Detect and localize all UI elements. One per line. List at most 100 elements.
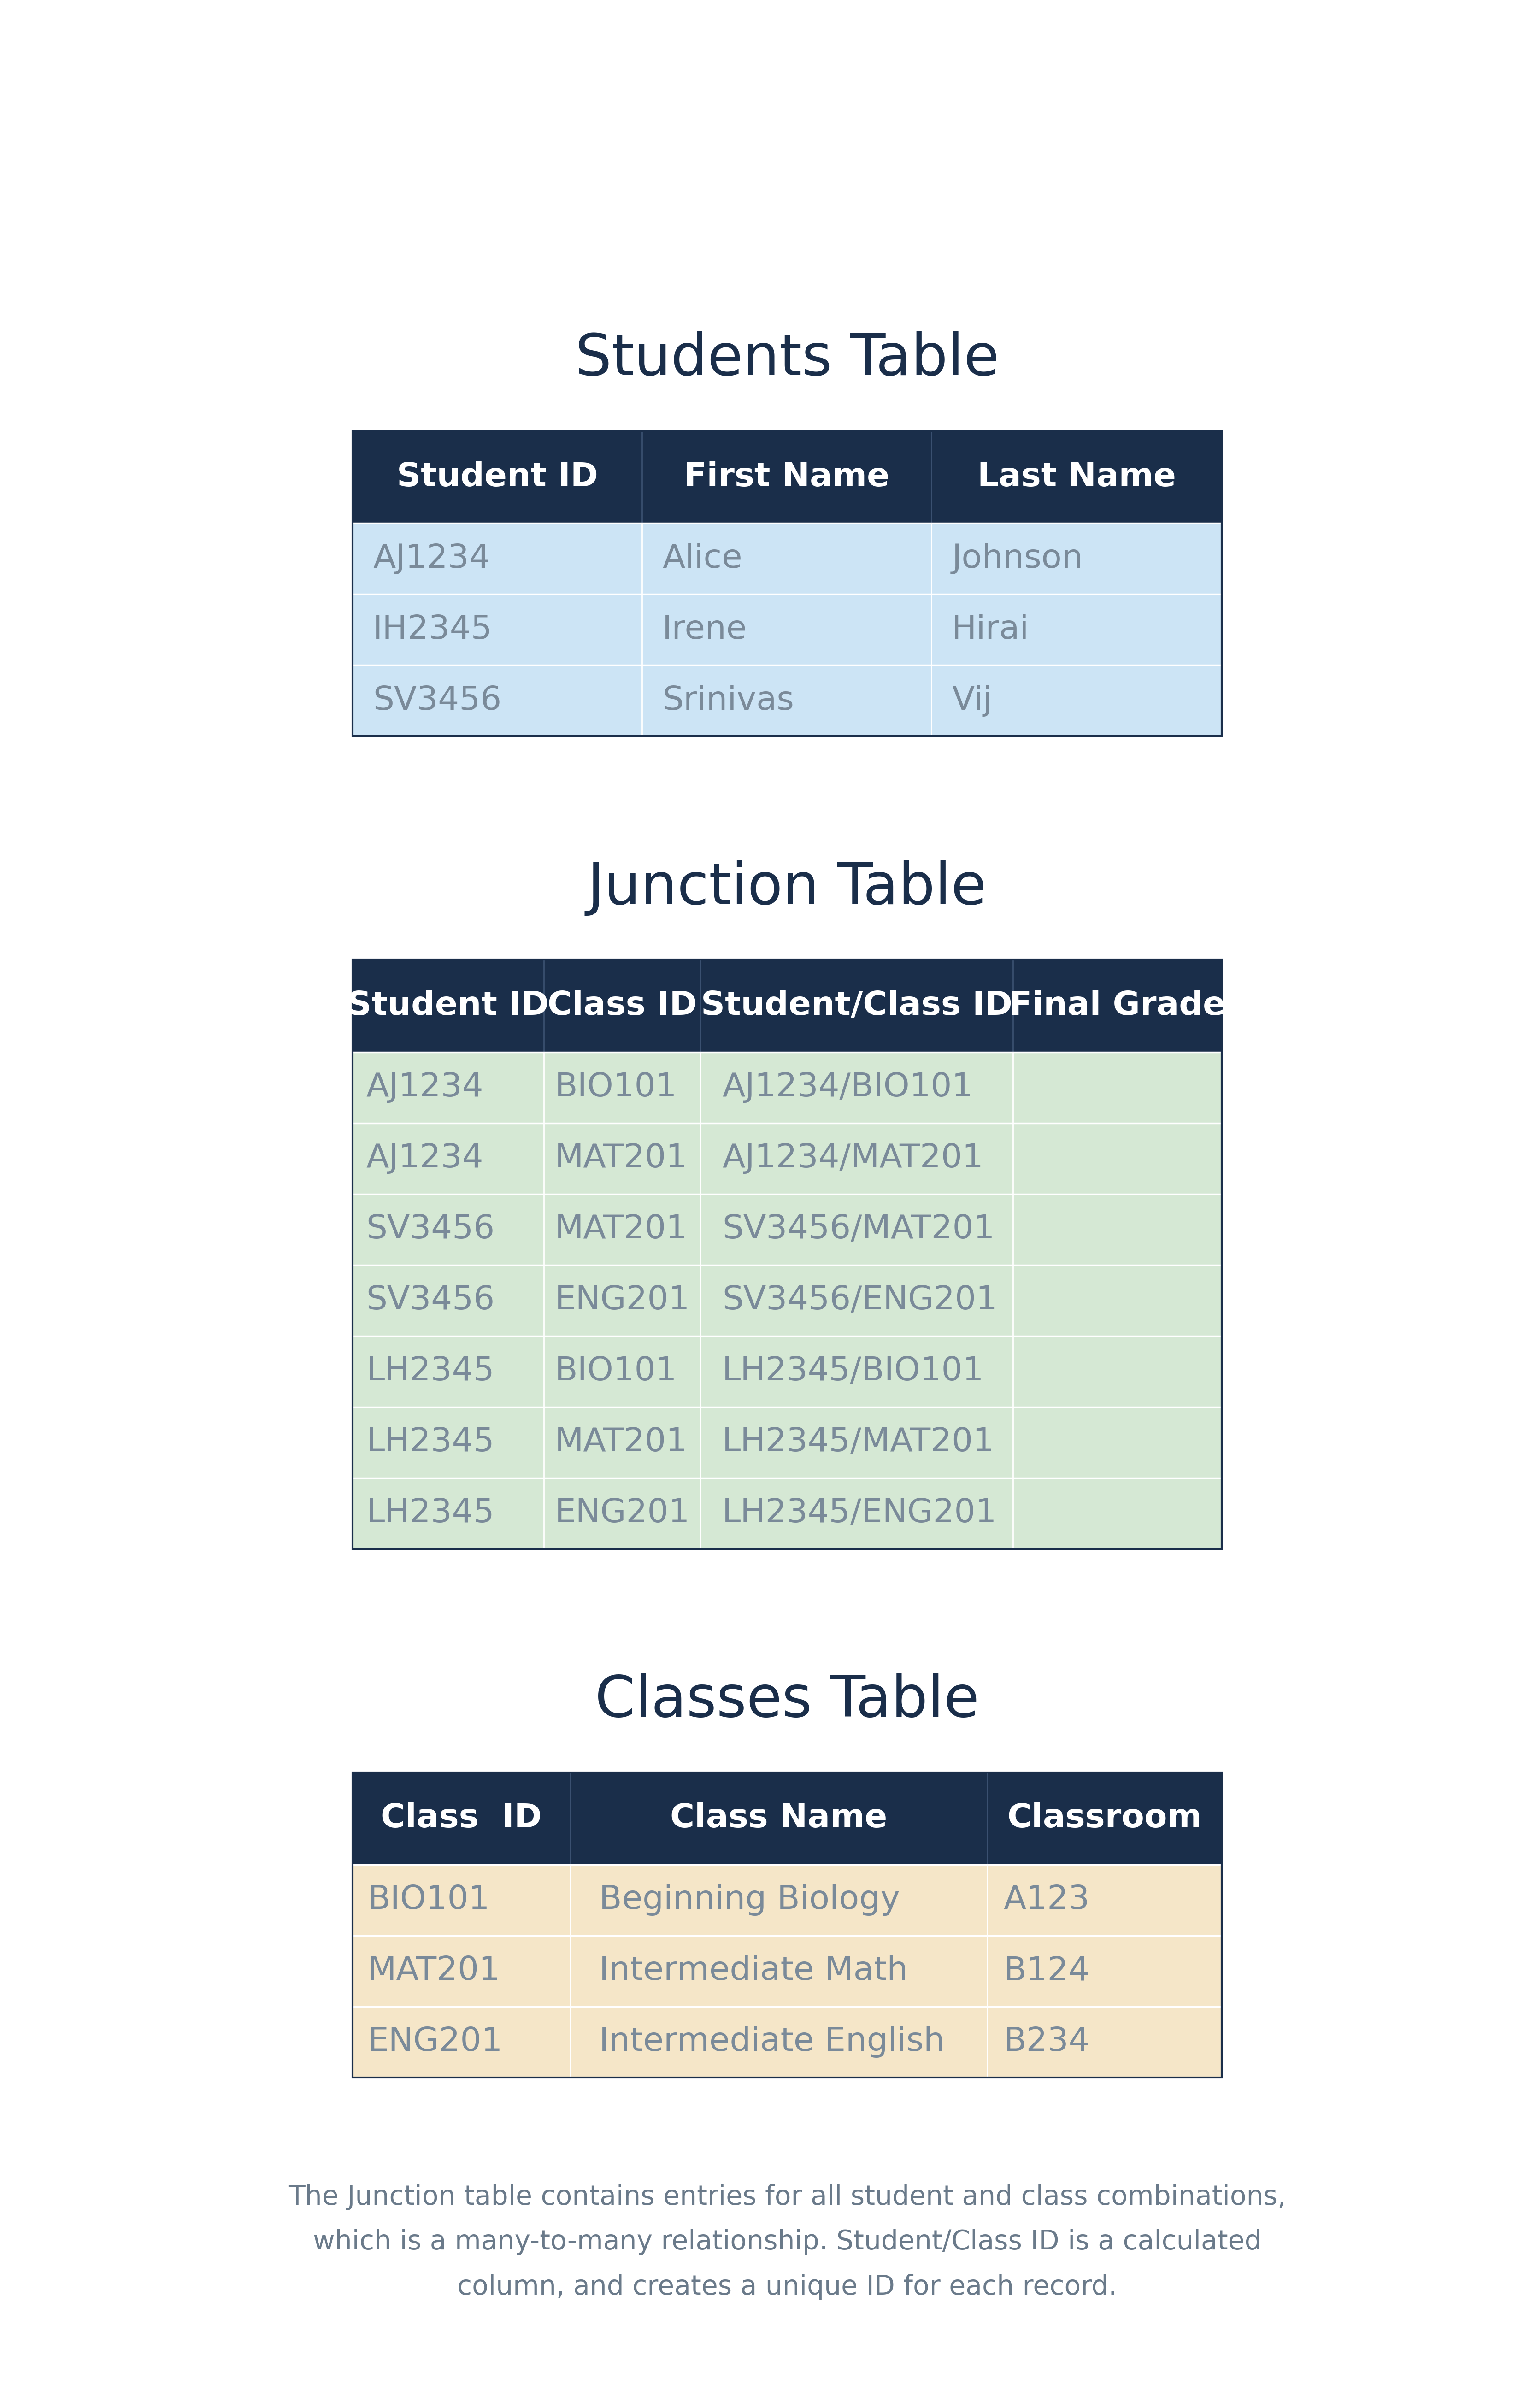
Bar xyxy=(1014,1336,1221,1406)
Text: MAT201: MAT201 xyxy=(554,1141,688,1175)
Bar xyxy=(544,1052,700,1122)
Text: MAT201: MAT201 xyxy=(554,1426,688,1459)
Bar xyxy=(353,665,642,737)
Text: Last Name: Last Name xyxy=(977,462,1177,494)
Bar xyxy=(642,431,931,523)
Text: ENG201: ENG201 xyxy=(369,2025,504,2059)
Text: SV3456/ENG201: SV3456/ENG201 xyxy=(722,1283,997,1317)
Text: Beginning Biology: Beginning Biology xyxy=(599,1883,900,1917)
Text: Vij: Vij xyxy=(952,684,992,718)
Bar xyxy=(544,1336,700,1406)
Text: The Junction table contains entries for all student and class combinations,
whic: The Junction table contains entries for … xyxy=(289,2184,1286,2300)
Bar xyxy=(353,2006,570,2078)
Text: Intermediate Math: Intermediate Math xyxy=(599,1955,908,1987)
Text: B234: B234 xyxy=(1003,2025,1091,2059)
Text: Class ID: Class ID xyxy=(547,990,697,1021)
Bar xyxy=(1014,1479,1221,1548)
Text: ENG201: ENG201 xyxy=(554,1498,690,1529)
Bar xyxy=(700,1479,1014,1548)
Bar xyxy=(700,1194,1014,1264)
Bar xyxy=(353,1336,544,1406)
Text: Srinivas: Srinivas xyxy=(662,684,794,718)
Bar xyxy=(353,1052,544,1122)
Text: Final Grade: Final Grade xyxy=(1009,990,1226,1021)
Text: LH2345: LH2345 xyxy=(366,1356,495,1387)
Bar xyxy=(544,1122,700,1194)
Bar xyxy=(353,1772,570,1864)
Text: LH2345: LH2345 xyxy=(366,1498,495,1529)
Bar xyxy=(988,1864,1221,1936)
Text: LH2345/MAT201: LH2345/MAT201 xyxy=(722,1426,994,1459)
Text: Junction Table: Junction Table xyxy=(588,860,986,915)
Text: Student ID: Student ID xyxy=(396,462,598,494)
Text: Class Name: Class Name xyxy=(670,1804,888,1835)
Text: SV3456: SV3456 xyxy=(373,684,502,718)
Text: AJ1234/MAT201: AJ1234/MAT201 xyxy=(722,1141,983,1175)
Bar xyxy=(700,1406,1014,1479)
Bar xyxy=(544,1194,700,1264)
Bar xyxy=(353,961,1221,1548)
Text: Intermediate English: Intermediate English xyxy=(599,2025,945,2059)
Text: A123: A123 xyxy=(1003,1883,1089,1917)
Bar xyxy=(1014,961,1221,1052)
Bar xyxy=(353,961,544,1052)
Text: Students Table: Students Table xyxy=(574,332,1000,388)
Text: AJ1234: AJ1234 xyxy=(366,1141,484,1175)
Text: MAT201: MAT201 xyxy=(554,1214,688,1245)
Bar xyxy=(1014,1406,1221,1479)
Bar xyxy=(353,523,642,595)
Bar xyxy=(570,1936,988,2006)
Bar xyxy=(570,1864,988,1936)
Bar xyxy=(931,595,1221,665)
Bar xyxy=(988,1772,1221,1864)
Bar xyxy=(353,1479,544,1548)
Text: Alice: Alice xyxy=(662,542,742,576)
Text: Student/Class ID: Student/Class ID xyxy=(700,990,1012,1021)
Bar xyxy=(700,961,1014,1052)
Text: Hirai: Hirai xyxy=(952,614,1029,645)
Bar xyxy=(544,1406,700,1479)
Bar xyxy=(570,2006,988,2078)
Bar xyxy=(700,1336,1014,1406)
Text: Student ID: Student ID xyxy=(347,990,548,1021)
Bar xyxy=(988,2006,1221,2078)
Bar xyxy=(353,1406,544,1479)
Text: First Name: First Name xyxy=(684,462,889,494)
Bar xyxy=(931,431,1221,523)
Bar xyxy=(544,961,700,1052)
Text: SV3456: SV3456 xyxy=(366,1214,495,1245)
Bar xyxy=(353,1772,1221,2078)
Bar xyxy=(700,1264,1014,1336)
Text: Irene: Irene xyxy=(662,614,746,645)
Bar xyxy=(353,1122,544,1194)
Text: AJ1234: AJ1234 xyxy=(366,1072,484,1103)
Bar xyxy=(1014,1194,1221,1264)
Bar xyxy=(353,431,642,523)
Bar xyxy=(700,1122,1014,1194)
Text: ENG201: ENG201 xyxy=(554,1283,690,1317)
Bar xyxy=(1014,1264,1221,1336)
Bar xyxy=(544,1264,700,1336)
Text: IH2345: IH2345 xyxy=(373,614,493,645)
Bar xyxy=(642,523,931,595)
Text: BIO101: BIO101 xyxy=(554,1356,677,1387)
Bar xyxy=(931,523,1221,595)
Bar xyxy=(642,595,931,665)
Bar xyxy=(353,1194,544,1264)
Text: BIO101: BIO101 xyxy=(369,1883,490,1917)
Bar xyxy=(700,1052,1014,1122)
Bar xyxy=(353,1864,570,1936)
Text: SV3456: SV3456 xyxy=(366,1283,495,1317)
Bar xyxy=(642,665,931,737)
Bar xyxy=(1014,1052,1221,1122)
Text: Classes Table: Classes Table xyxy=(594,1674,980,1729)
Text: B124: B124 xyxy=(1003,1955,1091,1987)
Text: Class  ID: Class ID xyxy=(381,1804,542,1835)
Text: LH2345/BIO101: LH2345/BIO101 xyxy=(722,1356,985,1387)
Text: AJ1234: AJ1234 xyxy=(373,542,490,576)
Bar xyxy=(353,595,642,665)
Text: AJ1234/BIO101: AJ1234/BIO101 xyxy=(722,1072,972,1103)
Bar xyxy=(988,1936,1221,2006)
Bar xyxy=(544,1479,700,1548)
Bar xyxy=(570,1772,988,1864)
